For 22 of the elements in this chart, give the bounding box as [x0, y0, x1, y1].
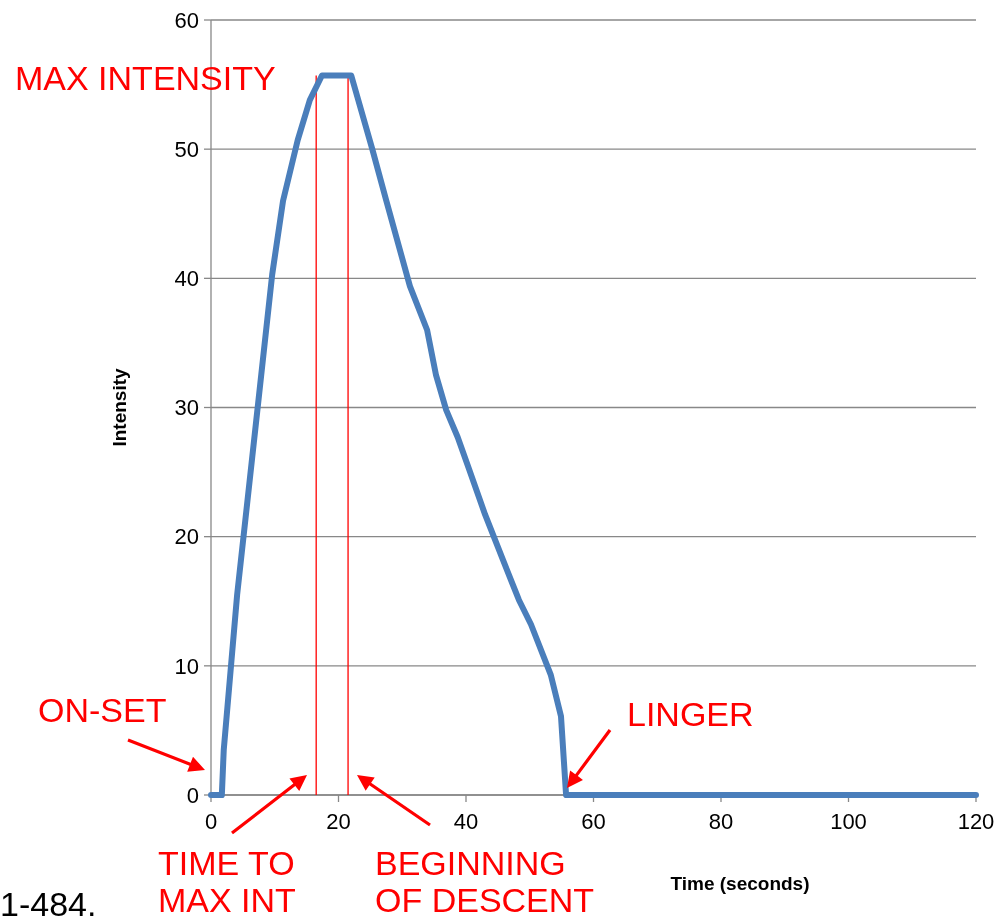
- x-tick-label: 100: [830, 809, 867, 834]
- y-tick-label: 50: [174, 136, 199, 162]
- y-tick-label: 40: [174, 266, 199, 292]
- y-tick-label: 20: [174, 524, 199, 550]
- x-tick-label: 40: [453, 809, 479, 834]
- x-tick-label: 80: [708, 809, 734, 834]
- y-tick-label: 10: [174, 653, 199, 679]
- y-tick-label: 60: [174, 7, 199, 33]
- y-axis-title: Intensity: [109, 368, 130, 447]
- text: 1-484.: [0, 885, 97, 923]
- text: TIME TO MAX INT: [158, 844, 296, 920]
- x-tick-label: 20: [326, 809, 351, 834]
- x-tick-label: 60: [581, 809, 606, 834]
- x-tick-label: 0: [204, 809, 218, 834]
- annotation: MAX INTENSITY: [15, 59, 276, 97]
- annotation: LINGER: [627, 695, 754, 733]
- text: BEGINNING OF DESCENT: [375, 844, 595, 920]
- text: ON-SET: [38, 691, 167, 729]
- x-tick-label: 120: [957, 809, 995, 834]
- y-tick-label: 0: [186, 782, 199, 808]
- y-tick-label: 30: [174, 395, 199, 421]
- x-axis-title: Time (seconds): [670, 873, 810, 894]
